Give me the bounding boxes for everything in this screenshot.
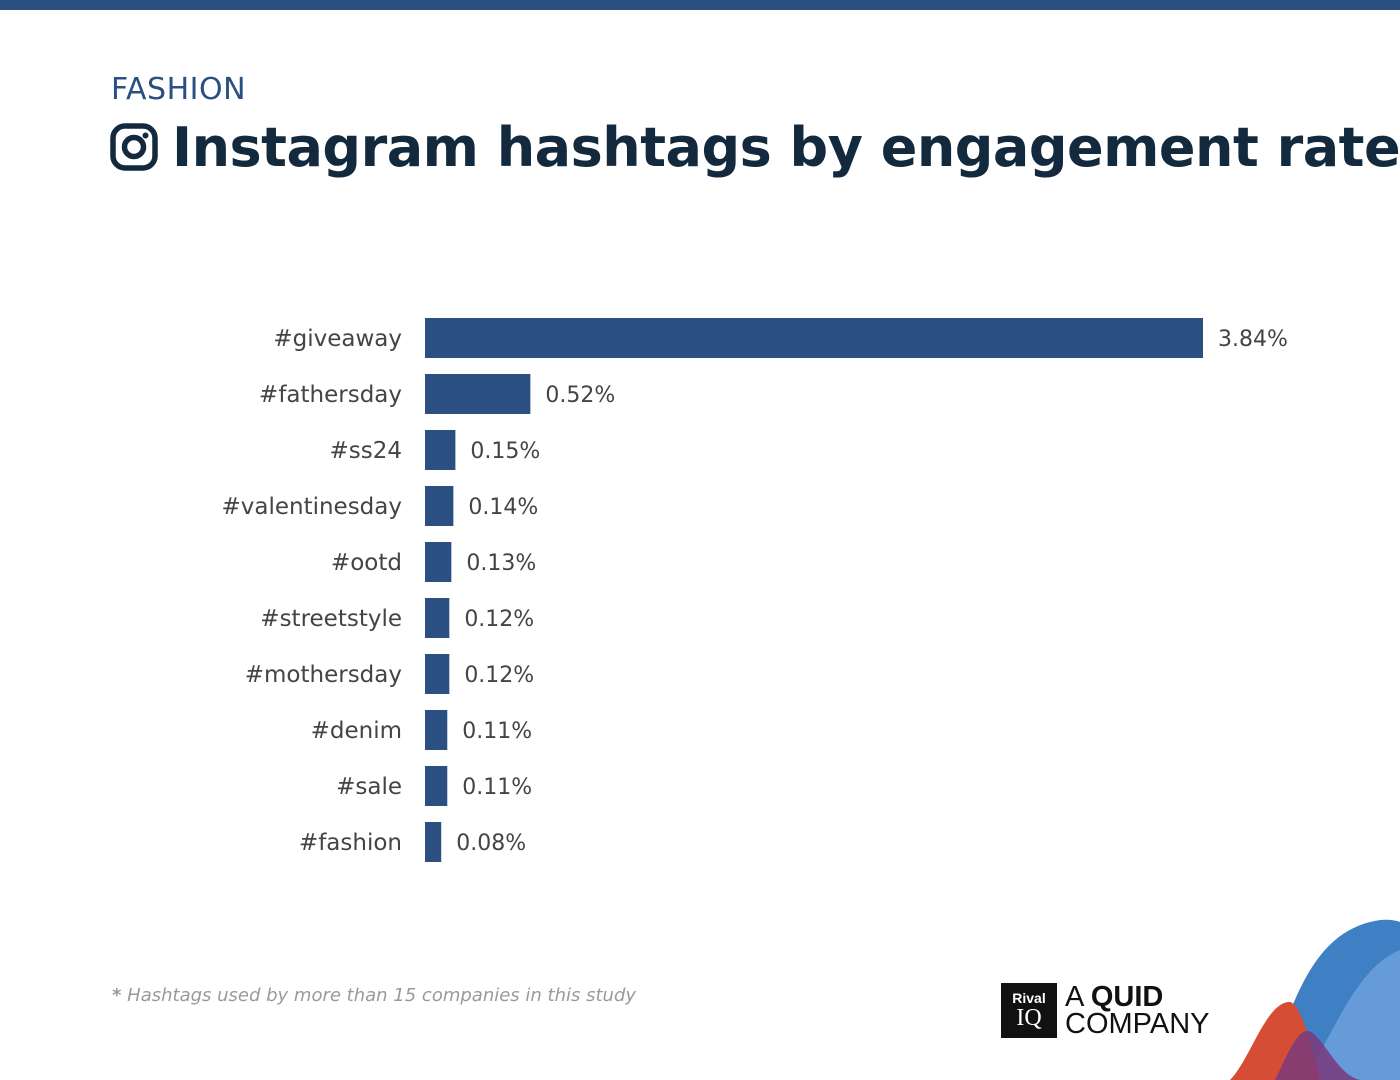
value-label: 0.11% [462, 775, 532, 800]
top-accent-bar [0, 0, 1400, 10]
category-label: #mothersday [245, 662, 402, 688]
value-label: 0.13% [466, 551, 536, 576]
value-label: 0.15% [470, 439, 540, 464]
decorative-wave-graphic [1230, 919, 1400, 1080]
value-label: 0.14% [468, 495, 538, 520]
category-label: #sale [336, 774, 402, 800]
bar [425, 654, 450, 694]
category-label: #fashion [299, 830, 402, 856]
footnote: * Hashtags used by more than 15 companie… [112, 985, 636, 1006]
category-label: #denim [311, 718, 402, 744]
value-label: 0.12% [464, 663, 534, 688]
value-label: 0.11% [462, 719, 532, 744]
logo-mark: Rival IQ [1001, 983, 1057, 1038]
bar [425, 542, 452, 582]
category-label: #ss24 [329, 438, 402, 464]
category-label: #fathersday [259, 382, 402, 408]
bar [425, 822, 442, 862]
logo-wordmark: A QUID COMPANY [1065, 980, 1210, 1040]
category-label: #giveaway [273, 326, 402, 352]
value-label: 0.08% [456, 831, 526, 856]
logo-quid: QUID [1090, 980, 1164, 1013]
value-label: 0.52% [545, 383, 615, 408]
rival-iq-logo: Rival IQ A QUID COMPANY [1001, 980, 1210, 1040]
category-label: #ootd [331, 550, 402, 576]
bar [425, 710, 448, 750]
bar [425, 486, 454, 526]
category-label: #valentinesday [221, 494, 402, 520]
bar [425, 374, 531, 414]
instagram-icon [110, 123, 158, 171]
logo-company: COMPANY [1065, 1007, 1210, 1040]
logo-rival-text: Rival [1012, 989, 1046, 1006]
bar [425, 318, 1203, 358]
value-label: 3.84% [1218, 327, 1288, 352]
logo-a: A [1065, 980, 1091, 1013]
bar [425, 430, 456, 470]
footnote-star: * [112, 985, 122, 1006]
logo-iq-text: IQ [1016, 1004, 1042, 1031]
bar [425, 598, 450, 638]
title-row: Instagram hashtags by engagement rate [110, 112, 1400, 182]
footnote-text: Hashtags used by more than 15 companies … [127, 985, 637, 1006]
category-label: FASHION [111, 72, 247, 107]
value-label: 0.12% [464, 607, 534, 632]
category-label: #streetstyle [260, 606, 402, 632]
bar [425, 766, 448, 806]
page-title: Instagram hashtags by engagement rate [172, 115, 1400, 179]
